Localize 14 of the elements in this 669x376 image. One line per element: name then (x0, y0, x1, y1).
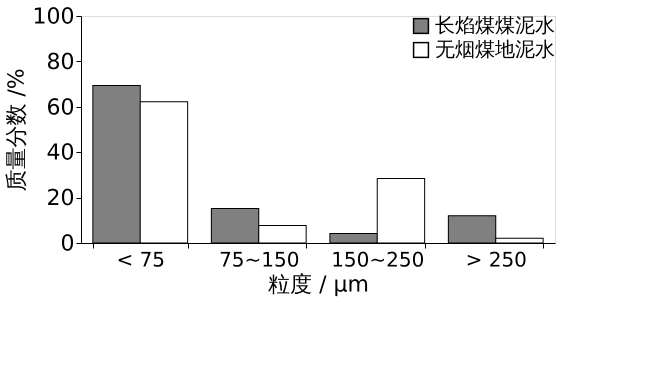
legend-label: 无烟煤地泥水 (435, 37, 555, 61)
y-tick-label: 60 (46, 95, 74, 120)
x-tick-label: 75~150 (219, 248, 300, 272)
y-tick-label: 80 (46, 50, 74, 75)
y-tick-label: 20 (46, 186, 74, 212)
legend-label: 长焰煤煤泥水 (435, 13, 555, 37)
x-tick-label: < 75 (116, 248, 166, 272)
y-tick-label: 40 (46, 140, 74, 166)
x-axis-title: 粒度 / μm (268, 272, 369, 298)
y-tick-label: 0 (60, 232, 74, 256)
y-tick-label: 100 (32, 4, 74, 30)
y-axis-title: 质量分数 /% (4, 68, 30, 192)
x-tick-label: > 250 (466, 248, 527, 272)
x-tick-label: 150~250 (331, 248, 424, 272)
